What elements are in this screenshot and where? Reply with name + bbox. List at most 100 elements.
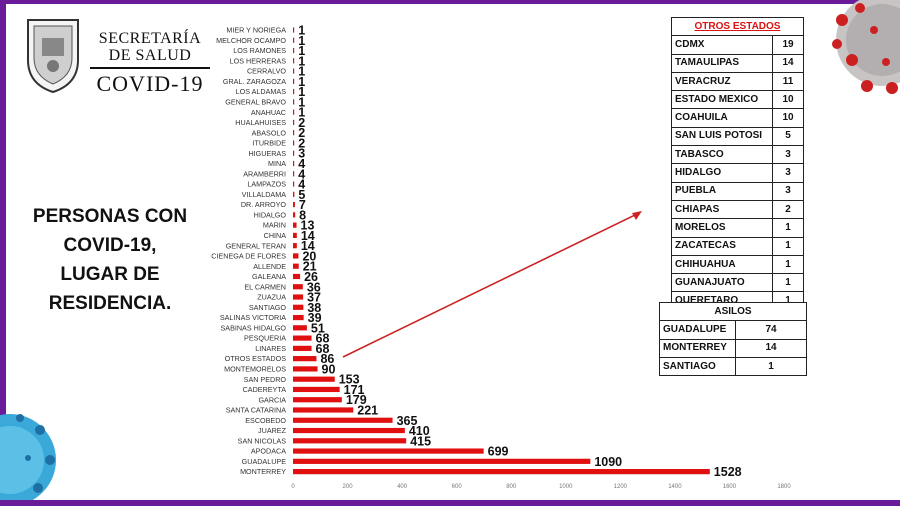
bar [293, 78, 295, 84]
bar [293, 458, 591, 464]
bar [293, 294, 304, 300]
bar [293, 58, 295, 64]
bar [293, 130, 295, 136]
state-count: 1 [772, 254, 804, 275]
otros-estados-row: TAMAULIPAS 14 [671, 53, 804, 73]
bar [293, 89, 295, 95]
value-label: 4 [298, 167, 305, 181]
state-name: MORELOS [671, 218, 773, 238]
otros-estados-row: PUEBLA 3 [671, 181, 804, 201]
value-label: 68 [316, 332, 330, 346]
category-label: MARIN [263, 221, 286, 230]
bar [293, 386, 340, 393]
category-label: MONTERREY [240, 467, 286, 476]
state-count: 11 [772, 71, 804, 92]
asilo-count: 14 [735, 338, 807, 358]
value-label: 1 [298, 34, 305, 48]
state-count: 1 [772, 273, 804, 293]
otros-estados-row: ZACATECAS 1 [671, 236, 804, 256]
state-name: ESTADO MEXICO [671, 90, 773, 110]
state-name: COAHUILA [671, 108, 773, 128]
bar [293, 325, 307, 331]
bar [293, 212, 296, 218]
asilo-count: 74 [735, 320, 807, 340]
x-tick-label: 1200 [614, 484, 628, 490]
border-bottom [0, 500, 900, 506]
logo-line2: DE SALUD [108, 47, 192, 64]
asilo-place: GUADALUPE [659, 320, 736, 340]
bar [293, 109, 295, 115]
x-tick-label: 800 [506, 484, 517, 490]
category-label: GALEANA [252, 272, 286, 281]
state-count: 10 [772, 90, 804, 110]
state-count: 10 [772, 108, 804, 128]
category-label: VILLALDAMA [242, 190, 287, 199]
bar [293, 27, 295, 33]
category-label: DR. ARROYO [241, 200, 287, 209]
state-count: 5 [772, 126, 804, 147]
value-label: 699 [488, 445, 509, 459]
state-count: 14 [772, 53, 804, 73]
state-seal-logo [27, 19, 79, 94]
value-label: 3 [298, 147, 305, 161]
value-label: 171 [344, 383, 365, 397]
value-label: 365 [397, 414, 418, 428]
otros-estados-row: HIDALGO 3 [671, 163, 804, 183]
state-count: 3 [772, 145, 804, 165]
value-label: 2 [298, 136, 305, 150]
category-label: GARCIA [258, 395, 286, 404]
bar [293, 427, 405, 434]
bar [293, 438, 407, 444]
state-name: VERACRUZ [671, 71, 773, 92]
category-label: ANAHUAC [251, 108, 286, 117]
bar [293, 469, 710, 475]
logo-line1: SECRETARÍA [98, 30, 202, 47]
bar [293, 201, 295, 208]
headline: PERSONAS CON COVID-19, LUGAR DE RESIDENC… [20, 202, 200, 318]
x-axis-ticks: 0 200 400 600 800 1000 1200 1400 1600 1800 [291, 484, 791, 490]
category-label: SALINAS VICTORIA [220, 313, 286, 322]
bar [293, 263, 299, 269]
category-label: APODACA [251, 447, 286, 456]
value-label: 1 [298, 75, 305, 89]
value-label: 14 [301, 229, 315, 243]
value-label: 5 [298, 188, 305, 202]
state-name: ZACATECAS [671, 236, 773, 256]
otros-estados-row: MORELOS 1 [671, 218, 804, 238]
otros-estados-row: VERACRUZ 11 [671, 71, 804, 92]
x-tick-label: 1000 [559, 484, 573, 490]
value-labels: 1111111112223444578131414202126363738395… [298, 24, 741, 480]
value-label: 37 [307, 291, 321, 305]
value-label: 4 [298, 178, 305, 192]
category-label: ZUAZUA [257, 293, 286, 302]
bar [293, 99, 295, 105]
bar [293, 273, 301, 280]
state-count: 1 [772, 236, 804, 256]
category-label: HIDALGO [254, 210, 287, 219]
virus-bottom-left-icon [0, 414, 56, 500]
otros-estados-row: CHIAPAS 2 [671, 199, 804, 220]
x-tick-label: 400 [397, 484, 408, 490]
bar [293, 119, 295, 126]
otros-estados-table: OTROS ESTADOS CDMX 19 TAMAULIPAS 14 VERACRUZ… [671, 16, 804, 330]
bar [293, 407, 354, 413]
otros-estados-row: CDMX 19 [671, 35, 804, 55]
otros-estados-row: COAHUILA 10 [671, 108, 804, 128]
category-label: GRAL. ZARAGOZA [223, 77, 286, 86]
asilo-count: 1 [735, 356, 807, 377]
category-label: LOS RAMONES [233, 46, 286, 55]
bar [293, 181, 295, 187]
bar [293, 243, 297, 249]
category-label: OTROS ESTADOS [225, 354, 287, 363]
value-label: 1 [298, 106, 305, 120]
bar [293, 222, 297, 228]
bar [293, 253, 299, 259]
category-label: MONTEMORELOS [224, 365, 286, 374]
category-label: ALLENDE [253, 262, 286, 271]
state-name: TABASCO [671, 145, 773, 165]
category-label: CHINA [264, 231, 287, 240]
value-label: 2 [298, 126, 305, 140]
value-label: 1528 [714, 465, 742, 479]
